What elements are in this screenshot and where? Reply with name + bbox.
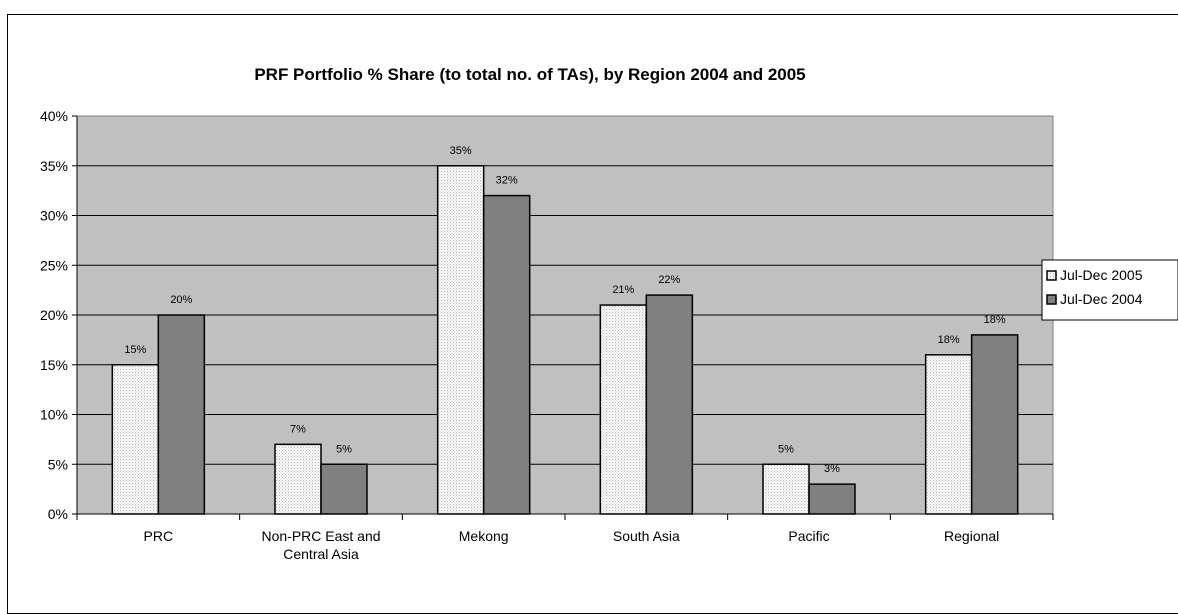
bar xyxy=(157,314,206,515)
x-tick-label: South Asia xyxy=(613,528,680,544)
x-tick-label: Pacific xyxy=(788,528,829,544)
legend-label: Jul-Dec 2004 xyxy=(1060,291,1143,307)
bar xyxy=(599,304,648,515)
y-tick-label: 5% xyxy=(48,456,68,472)
bar xyxy=(808,483,856,515)
data-label: 32% xyxy=(496,175,518,187)
y-tick-label: 30% xyxy=(40,208,68,224)
x-tick-label: Mekong xyxy=(459,528,509,544)
x-tick-label: Non-PRC East and xyxy=(261,528,380,544)
bar xyxy=(482,194,531,515)
y-tick-label: 10% xyxy=(40,407,68,423)
bar xyxy=(111,364,160,515)
data-label: 21% xyxy=(612,284,634,296)
data-label: 7% xyxy=(290,423,306,435)
data-label: 35% xyxy=(450,145,472,157)
x-tick-label: PRC xyxy=(144,528,174,544)
legend-swatch xyxy=(1046,294,1057,305)
chart-title: PRF Portfolio % Share (to total no. of T… xyxy=(254,65,805,84)
y-tick-label: 25% xyxy=(40,257,68,273)
data-label: 18% xyxy=(938,334,960,346)
bar xyxy=(762,463,810,515)
legend-swatch xyxy=(1046,270,1057,281)
legend: Jul-Dec 2005 Jul-Dec 2004 xyxy=(1041,259,1178,321)
data-label: 5% xyxy=(336,443,352,455)
y-tick-label: 20% xyxy=(40,307,68,323)
bar xyxy=(436,165,485,515)
legend-label: Jul-Dec 2005 xyxy=(1060,267,1143,283)
bar xyxy=(924,354,973,515)
x-tick-label: Regional xyxy=(944,528,999,544)
bar xyxy=(970,334,1019,515)
x-tick-label: Central Asia xyxy=(283,546,359,562)
data-label: 20% xyxy=(170,294,192,306)
bar xyxy=(645,294,694,515)
bar xyxy=(274,443,322,515)
data-label: 15% xyxy=(124,344,146,356)
data-label: 5% xyxy=(778,443,794,455)
y-tick-label: 0% xyxy=(48,506,68,522)
y-tick-label: 40% xyxy=(40,108,68,124)
legend-box xyxy=(1041,259,1178,321)
bar xyxy=(320,463,368,515)
y-tick-label: 35% xyxy=(40,158,68,174)
y-tick-label: 15% xyxy=(40,357,68,373)
data-label: 22% xyxy=(658,274,680,286)
data-label: 3% xyxy=(824,463,840,475)
data-label: 18% xyxy=(984,314,1006,326)
